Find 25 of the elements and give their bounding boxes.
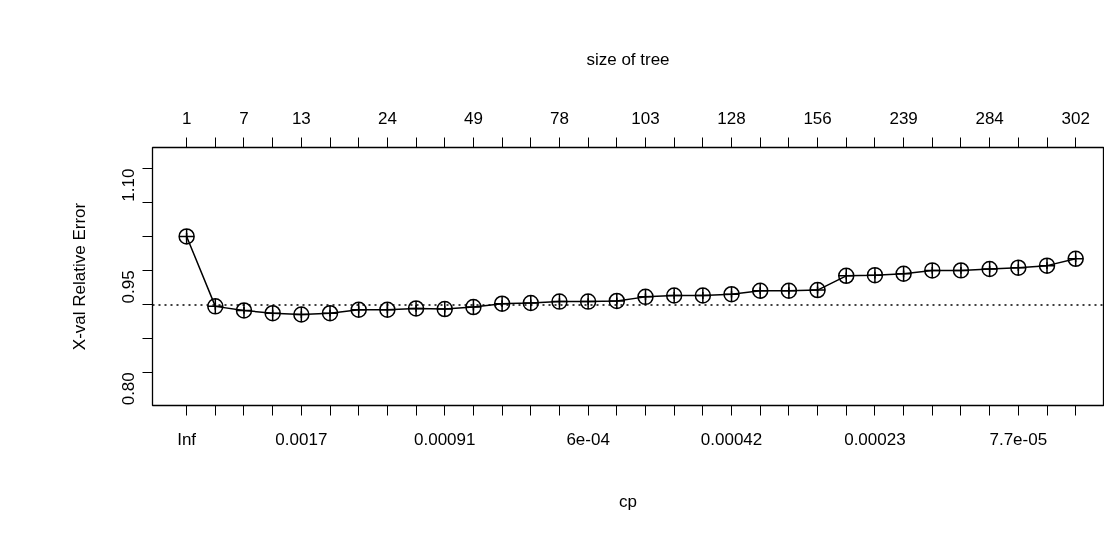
text: 239 [889, 108, 918, 128]
text: 24 [377, 108, 397, 128]
text: 7 [239, 108, 249, 128]
text: 156 [803, 108, 832, 128]
x-tick-label: 0.00023 [844, 429, 906, 449]
text: 13 [291, 108, 311, 128]
x-tick-label: 6e-04 [566, 429, 610, 449]
x-tick-label: 0.0017 [275, 429, 328, 449]
x-tick-label: 0.00091 [414, 429, 476, 449]
text: 1 [181, 108, 192, 128]
x-tick-label: 7.7e-05 [989, 429, 1048, 449]
y-tick-label: 1.10 [119, 168, 139, 202]
text: 49 [463, 108, 483, 128]
y-tick-label: 0.95 [119, 270, 139, 304]
text: 78 [550, 108, 569, 128]
text: 128 [717, 108, 746, 128]
text: 302 [1061, 108, 1090, 128]
x2-axis-title: size of tree [586, 49, 670, 69]
text: 284 [975, 108, 1004, 128]
x-tick-label: Inf [177, 429, 197, 449]
x-tick-label: 0.00042 [700, 429, 763, 449]
y-axis-title: X-val Relative Error [69, 202, 89, 351]
y-tick-label: 0.80 [119, 372, 139, 406]
text: 103 [631, 108, 660, 128]
x-axis-title: cp [619, 491, 637, 511]
